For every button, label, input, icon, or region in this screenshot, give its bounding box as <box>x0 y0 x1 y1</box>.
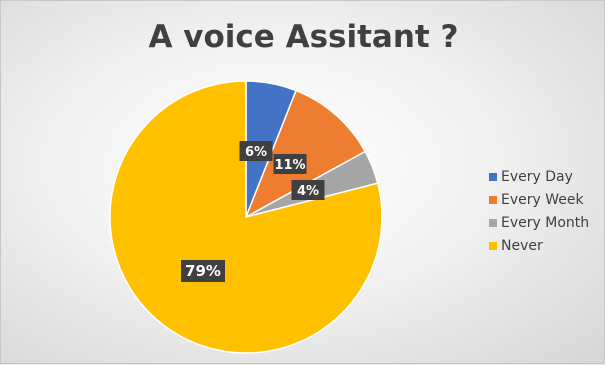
legend-swatch <box>489 172 497 181</box>
svg-text:79%: 79% <box>185 262 221 280</box>
legend-label: Every Day <box>501 168 573 185</box>
legend-swatch <box>489 218 497 227</box>
legend-item-every-week: Every Week <box>489 188 589 211</box>
svg-text:4%: 4% <box>297 184 319 199</box>
legend-label: Never <box>501 237 543 254</box>
legend-label: Every Month <box>501 214 590 231</box>
chart-title: A voice Assitant ? <box>148 19 459 55</box>
pie-slice-every-week <box>244 89 367 219</box>
data-label-every-week: 11% <box>273 154 307 174</box>
legend-swatch <box>489 195 497 204</box>
svg-text:6%: 6% <box>245 145 267 160</box>
legend: Every Day Every Week Every Month Never <box>489 165 589 257</box>
legend-item-never: Never <box>489 234 589 257</box>
legend-label: Every Week <box>501 191 584 208</box>
data-label-every-month: 4% <box>291 180 325 200</box>
legend-swatch <box>489 241 497 250</box>
data-label-never: 79% <box>181 260 225 282</box>
data-label-every-day: 6% <box>239 141 273 161</box>
legend-item-every-day: Every Day <box>489 165 589 188</box>
svg-text:11%: 11% <box>274 158 305 173</box>
pie-slice-never <box>109 80 383 354</box>
legend-item-every-month: Every Month <box>489 211 589 234</box>
